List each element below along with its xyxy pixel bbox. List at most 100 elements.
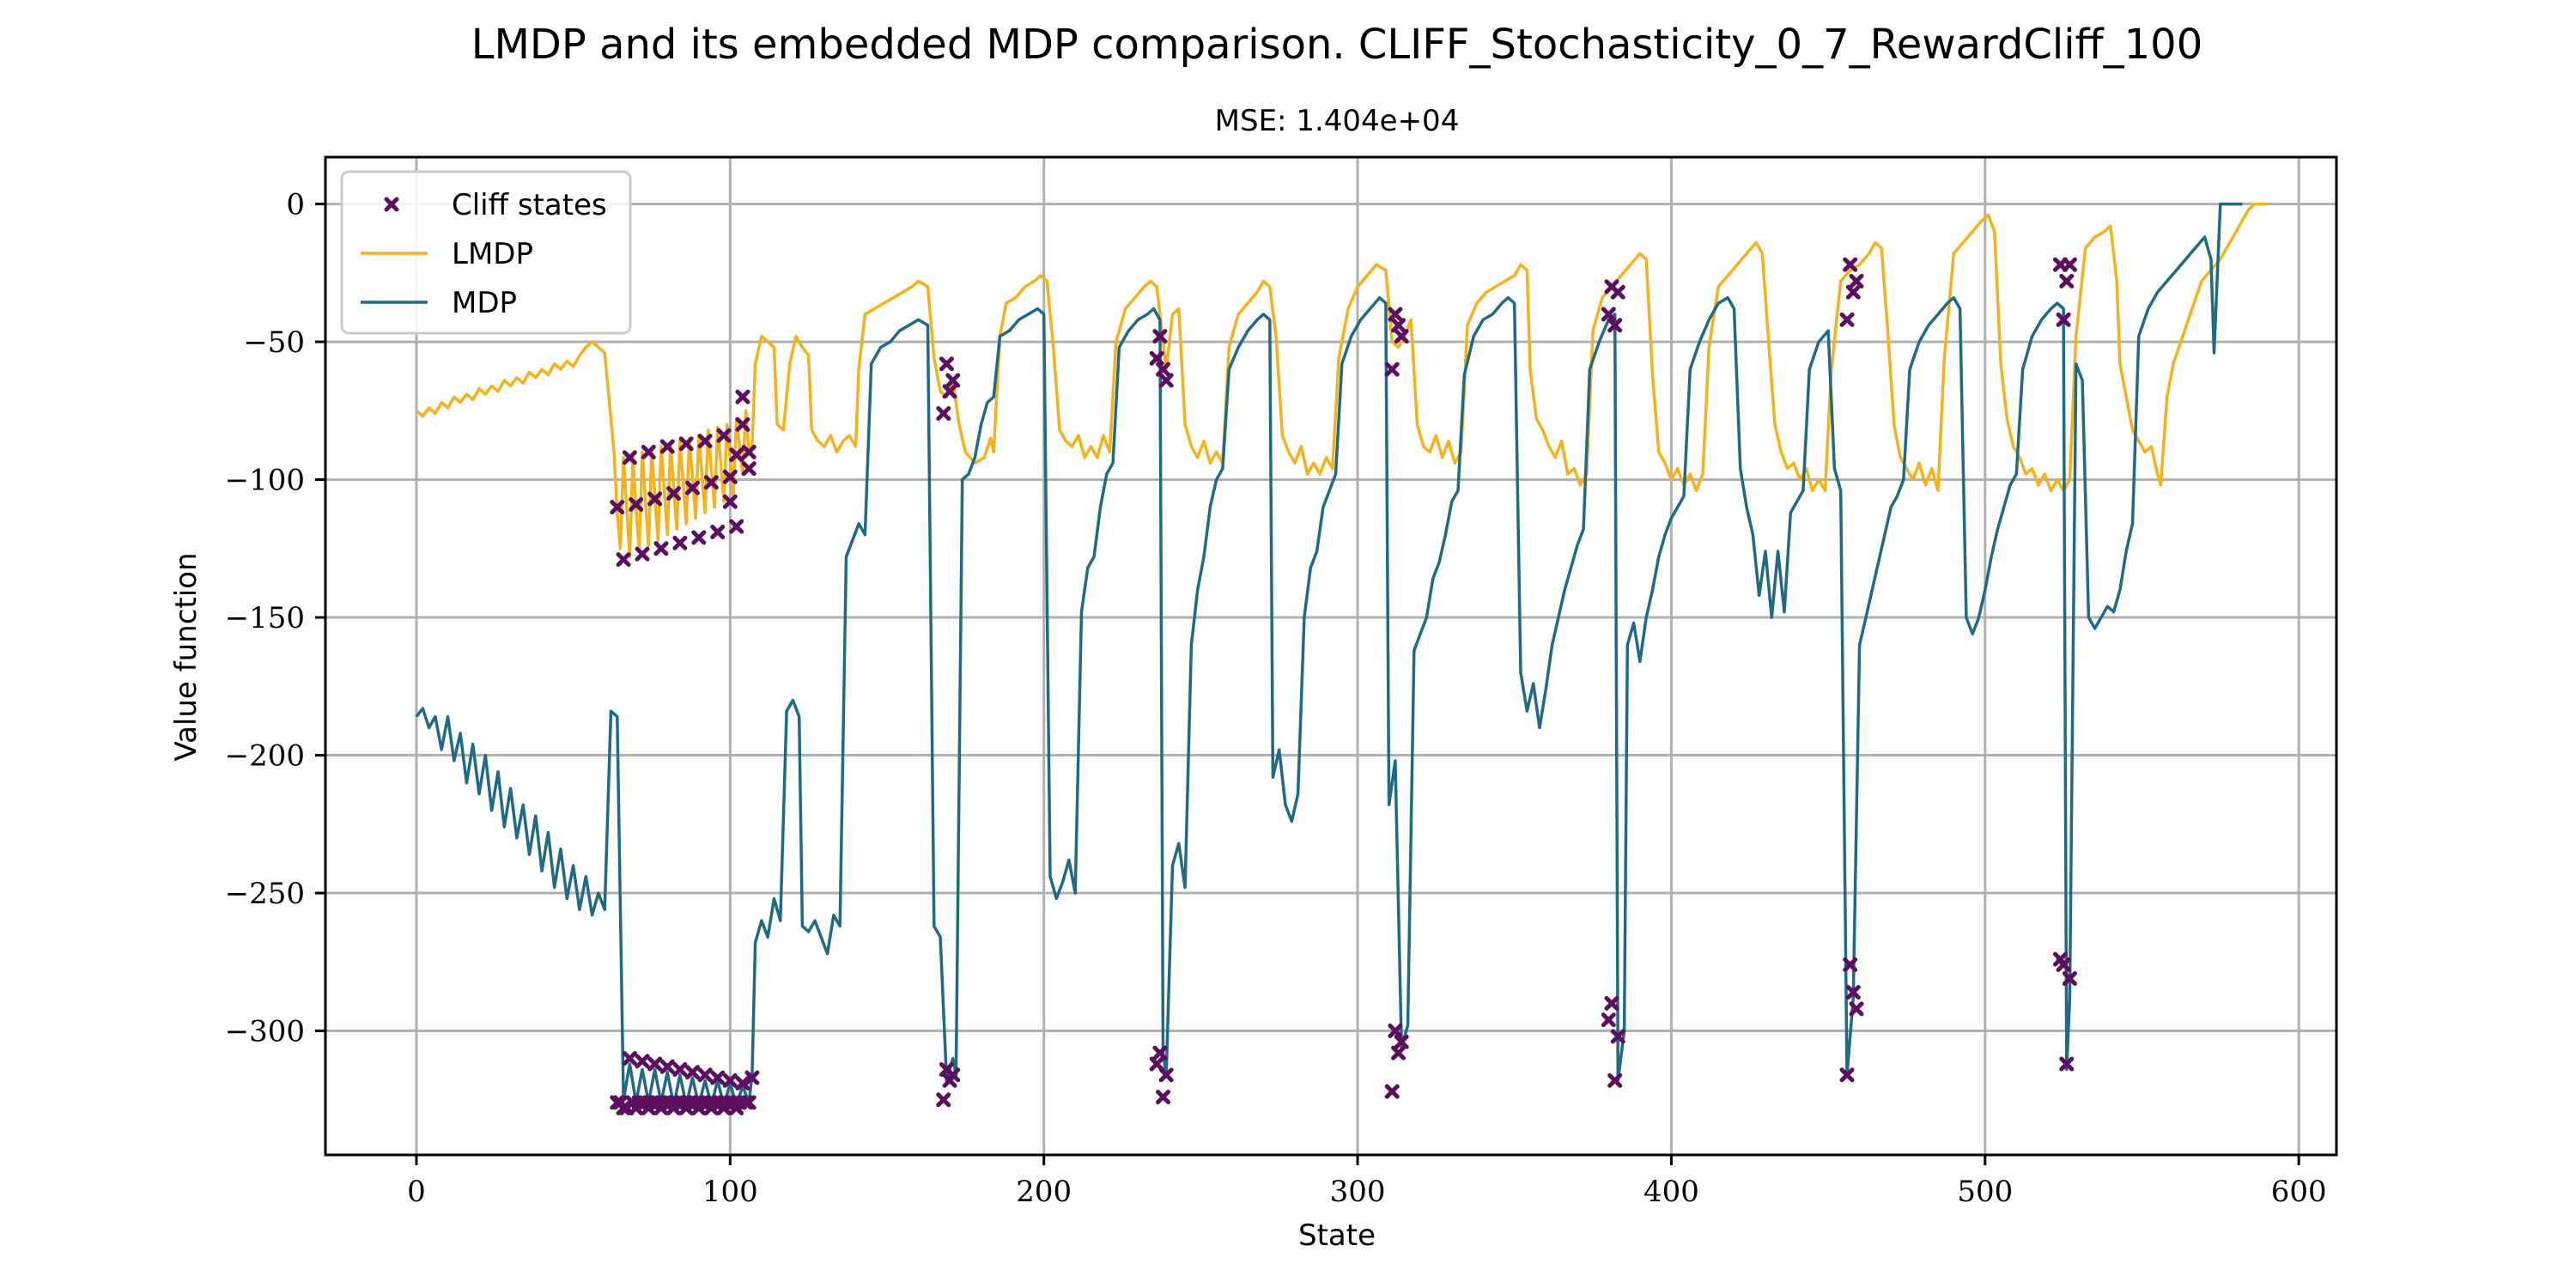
cliff-state-point: [722, 1072, 738, 1088]
y-axis-label: Value function: [169, 552, 204, 761]
cliff-state-point: [735, 389, 750, 404]
y-tick-label: −100: [225, 464, 305, 498]
cliff-state-point: [684, 1065, 700, 1080]
y-tick-label: 0: [286, 188, 305, 222]
cliff-state-point: [1394, 1034, 1409, 1049]
x-tick-label: 400: [1643, 1175, 1699, 1209]
x-tick-label: 500: [1957, 1175, 2013, 1209]
cliff-state-point: [622, 450, 637, 465]
cliff-state-point: [2056, 957, 2071, 973]
x-tick-label: 600: [2271, 1175, 2327, 1209]
cliff-state-point: [697, 434, 713, 449]
cliff-state-point: [2062, 257, 2077, 272]
cliff-state-point: [2062, 971, 2077, 987]
cliff-state-point: [1158, 1067, 1174, 1083]
cliff-state-point: [2059, 273, 2075, 289]
cliff-state-point: [1607, 1072, 1623, 1088]
cliff-state-point: [672, 1061, 688, 1077]
cliff-state-point: [936, 406, 951, 422]
cliff-state-point: [610, 500, 625, 515]
cliff-state-point: [1152, 329, 1168, 344]
cliff-state-point: [729, 519, 744, 534]
cliff-state-point: [744, 1070, 760, 1085]
cliff-state-point: [716, 428, 732, 443]
cliff-state-point: [1158, 373, 1174, 388]
cliff-state-point: [1384, 361, 1400, 377]
axes: 0 100 200 300 400 500 600 0 −50 −100 −150 −200 −250 −…: [225, 155, 2338, 1209]
cliff-state-point: [710, 525, 726, 540]
cliff-state-point: [672, 535, 688, 550]
cliff-state-point: [659, 439, 675, 454]
cliff-state-point: [678, 436, 694, 452]
cliff-state-point: [691, 530, 707, 545]
cliff-state-point: [936, 1092, 951, 1108]
legend-item-mdp: MDP: [452, 286, 517, 320]
cliff-state-point: [1152, 1045, 1168, 1060]
plot-frame: [324, 155, 2338, 1157]
cliff-state-point: [697, 1067, 713, 1083]
cliff-state-point: [1843, 957, 1858, 973]
cliff-state-point: [635, 1054, 650, 1069]
x-tick-label: 300: [1330, 1175, 1386, 1209]
figure-suptitle: LMDP and its embedded MDP comparison. CL…: [471, 21, 2203, 69]
cliff-state-point: [1388, 1024, 1403, 1039]
cliff-state-point: [741, 461, 756, 477]
cliff-state-point: [1839, 1067, 1855, 1083]
cliff-state-point: [722, 494, 738, 509]
cliff-state-point: [629, 496, 644, 512]
cliff-state-point: [647, 1056, 663, 1072]
plot-series: [415, 202, 2268, 1115]
cliff-state-point: [741, 444, 756, 459]
y-tick-label: −200: [225, 739, 305, 774]
cliff-state-point: [666, 486, 682, 501]
cliff-state-point: [1394, 329, 1409, 344]
legend-marker-cliff: [384, 197, 399, 212]
cliff-state-point: [653, 541, 669, 556]
cliff-state-point: [1849, 273, 1864, 289]
cliff-state-point: [942, 384, 957, 399]
cliff-state-point: [647, 491, 663, 507]
cliff-state-point: [1849, 1001, 1864, 1017]
y-tick-label: −300: [225, 1015, 305, 1049]
cliff-state-point: [1156, 361, 1171, 377]
legend-item-lmdp: LMDP: [452, 237, 533, 271]
cliff-state-point: [684, 480, 700, 495]
cliff-state-point: [1604, 995, 1619, 1011]
cliff-state-point: [1610, 1029, 1625, 1044]
x-tick-label: 0: [407, 1175, 426, 1209]
cliff-state-point: [635, 546, 650, 562]
cliff-state-point: [622, 1051, 637, 1066]
cliff-state-point: [1391, 1045, 1406, 1060]
series-line-mdp: [415, 202, 2243, 1107]
cliff-state-point: [729, 447, 744, 463]
cliff-state-point: [1156, 1090, 1171, 1105]
legend-box: [340, 170, 632, 335]
cliff-state-point: [945, 373, 961, 388]
cliff-state-point: [735, 416, 750, 432]
cliff-state-point: [1149, 1056, 1164, 1072]
cliff-state-point: [1149, 350, 1164, 366]
cliff-state-point: [1843, 257, 1858, 272]
cliff-state-point: [738, 1095, 754, 1110]
cliff-state-point: [1384, 1084, 1400, 1099]
x-axis-label: State: [1298, 1218, 1376, 1253]
cliff-state-point: [945, 1067, 961, 1083]
chart-title: MSE: 1.404e+04: [1215, 104, 1460, 138]
y-tick-label: −250: [225, 877, 305, 911]
cliff-state-point: [1391, 318, 1406, 333]
cliff-state-point: [735, 1076, 750, 1091]
legend-item-cliff-states: Cliff states: [452, 188, 607, 222]
cliff-state-point: [1845, 985, 1861, 1000]
cliff-state-point: [710, 1070, 726, 1085]
cliff-state-point: [659, 1059, 675, 1074]
cliff-state-point: [1839, 312, 1855, 327]
cliff-state-point: [2056, 312, 2071, 327]
cliff-state-point: [1601, 307, 1616, 322]
cliff-state-point: [2059, 1056, 2075, 1072]
cliff-state-point: [641, 444, 656, 459]
cliff-state-point: [1601, 1012, 1616, 1028]
cliff-state-point: [1607, 318, 1623, 333]
cliff-state-point: [703, 475, 719, 490]
